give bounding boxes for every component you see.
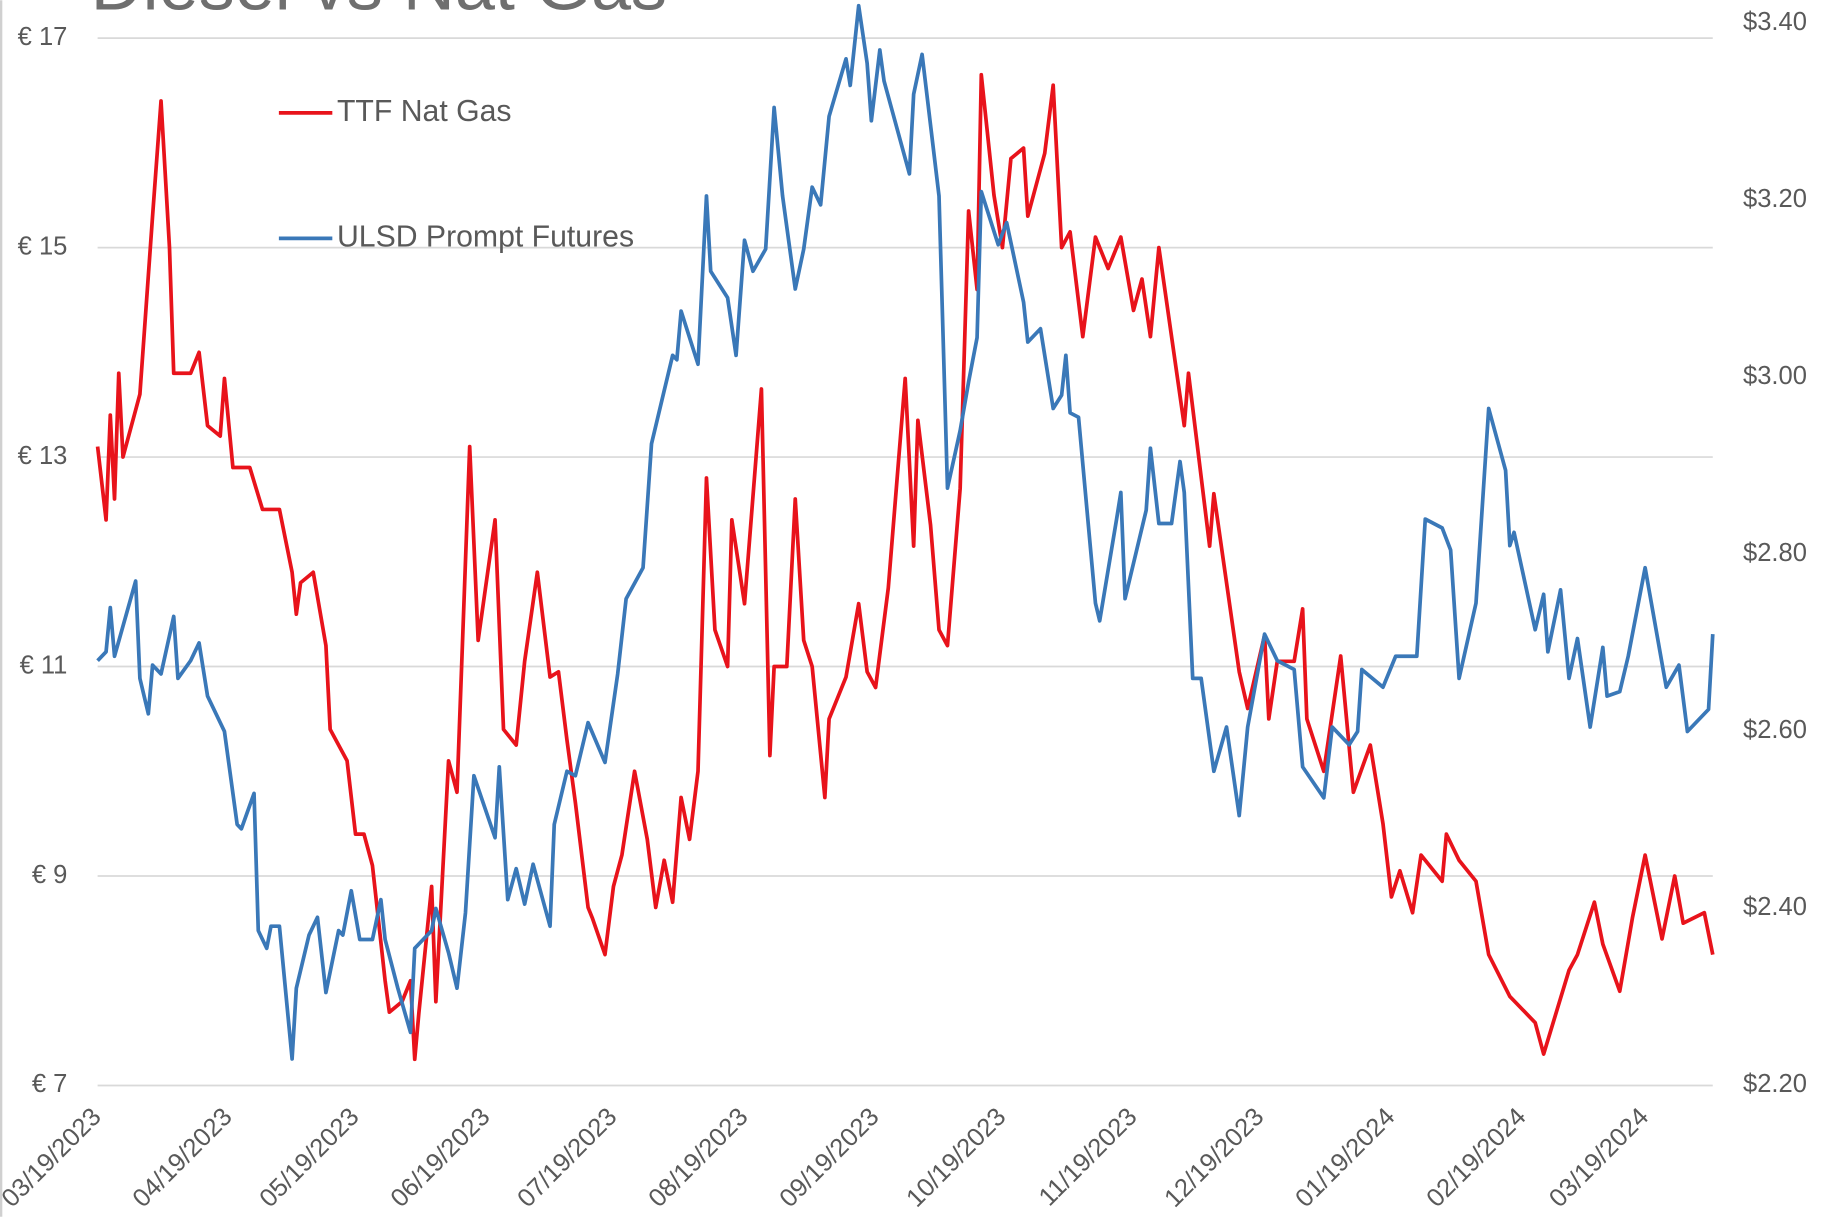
- legend-label: ULSD Prompt Futures: [337, 220, 634, 253]
- legend-label: TTF Nat Gas: [337, 95, 512, 128]
- chart-title: Diesel vs Nat Gas: [91, 0, 667, 25]
- y-tick-label: € 17: [18, 23, 68, 51]
- y2-tick-label: $2.80: [1743, 539, 1807, 567]
- y2-tick-label: $3.40: [1743, 8, 1807, 36]
- y-tick-label: € 9: [32, 861, 68, 889]
- y-tick-label: € 7: [32, 1070, 68, 1098]
- y2-tick-label: $2.60: [1743, 716, 1807, 744]
- y2-tick-label: $3.20: [1743, 185, 1807, 213]
- y2-tick-label: $2.40: [1743, 893, 1807, 921]
- y-tick-label: € 15: [18, 232, 68, 260]
- y2-tick-label: $2.20: [1743, 1070, 1807, 1098]
- y-tick-label: € 11: [20, 651, 68, 679]
- series-line: [96, 3, 1715, 1061]
- y-tick-label: € 13: [18, 442, 68, 470]
- series-line: [95, 72, 1715, 1062]
- y2-tick-label: $3.00: [1743, 362, 1807, 390]
